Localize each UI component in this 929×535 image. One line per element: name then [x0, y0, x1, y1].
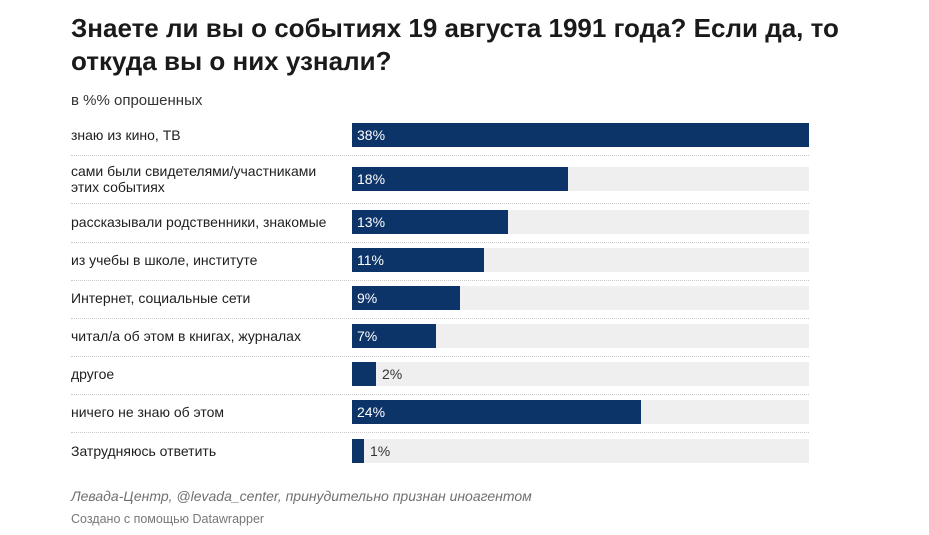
bar-track: 13%: [352, 210, 809, 234]
bar[interactable]: [352, 362, 376, 386]
row-divider: [71, 356, 809, 357]
value-label: 1%: [370, 443, 391, 459]
bar-row: знаю из кино, ТВ 38%: [71, 123, 809, 147]
bar[interactable]: 38%: [352, 123, 809, 147]
category-label: ничего не знаю об этом: [71, 404, 225, 420]
bar-row: Затрудняюсь ответить 1%: [71, 439, 809, 463]
category-label: сами были свидетелями/участниками этих с…: [71, 163, 317, 195]
row-divider: [71, 280, 809, 281]
bar-track: 38%: [352, 123, 809, 147]
bar[interactable]: 7%: [352, 324, 436, 348]
value-label: 18%: [357, 171, 386, 187]
bar-track: 9%: [352, 286, 809, 310]
bar-track: 18%: [352, 167, 809, 191]
row-divider: [71, 394, 809, 395]
row-divider: [71, 203, 809, 204]
row-divider: [71, 432, 809, 433]
value-label: 11%: [357, 252, 384, 268]
category-label: из учебы в школе, институте: [71, 252, 258, 268]
row-divider: [71, 318, 809, 319]
bar-row: сами были свидетелями/участниками этих с…: [71, 163, 809, 195]
bar-track: 7%: [352, 324, 809, 348]
value-label: 38%: [357, 127, 386, 143]
bar-track: 11%: [352, 248, 809, 272]
credit-note[interactable]: Создано с помощью Datawrapper: [71, 512, 265, 526]
category-label: Интернет, социальные сети: [71, 290, 251, 306]
bar-row: Интернет, социальные сети 9%: [71, 286, 809, 310]
category-label: читал/а об этом в книгах, журналах: [71, 328, 301, 344]
bar[interactable]: 9%: [352, 286, 460, 310]
bar-row: из учебы в школе, институте 11%: [71, 248, 809, 272]
value-label: 24%: [357, 404, 386, 420]
bar-row: читал/а об этом в книгах, журналах 7%: [71, 324, 809, 348]
category-label: Затрудняюсь ответить: [71, 443, 217, 459]
category-label: рассказывали родственники, знакомые: [71, 214, 327, 230]
chart-subtitle: в %% опрошенных: [71, 92, 203, 109]
value-label: 9%: [357, 290, 378, 306]
value-label: 2%: [382, 366, 403, 382]
bar-track: 2%: [352, 362, 809, 386]
bar-row: ничего не знаю об этом 24%: [71, 400, 809, 424]
row-divider: [71, 155, 809, 156]
bar-track: 1%: [352, 439, 809, 463]
bar[interactable]: 11%: [352, 248, 484, 272]
bar[interactable]: 13%: [352, 210, 508, 234]
bar[interactable]: [352, 439, 364, 463]
source-note: Левада-Центр, @levada_center, принудител…: [71, 488, 532, 504]
bar[interactable]: 18%: [352, 167, 568, 191]
row-divider: [71, 242, 809, 243]
category-label: другое: [71, 366, 115, 382]
bar-row: другое 2%: [71, 362, 809, 386]
chart-title: Знаете ли вы о событиях 19 августа 1991 …: [71, 13, 839, 76]
bar[interactable]: 24%: [352, 400, 641, 424]
value-label: 13%: [357, 214, 386, 230]
bar-row: рассказывали родственники, знакомые 13%: [71, 210, 809, 234]
value-label: 7%: [357, 328, 378, 344]
bar-track: 24%: [352, 400, 809, 424]
category-label: знаю из кино, ТВ: [71, 127, 181, 143]
